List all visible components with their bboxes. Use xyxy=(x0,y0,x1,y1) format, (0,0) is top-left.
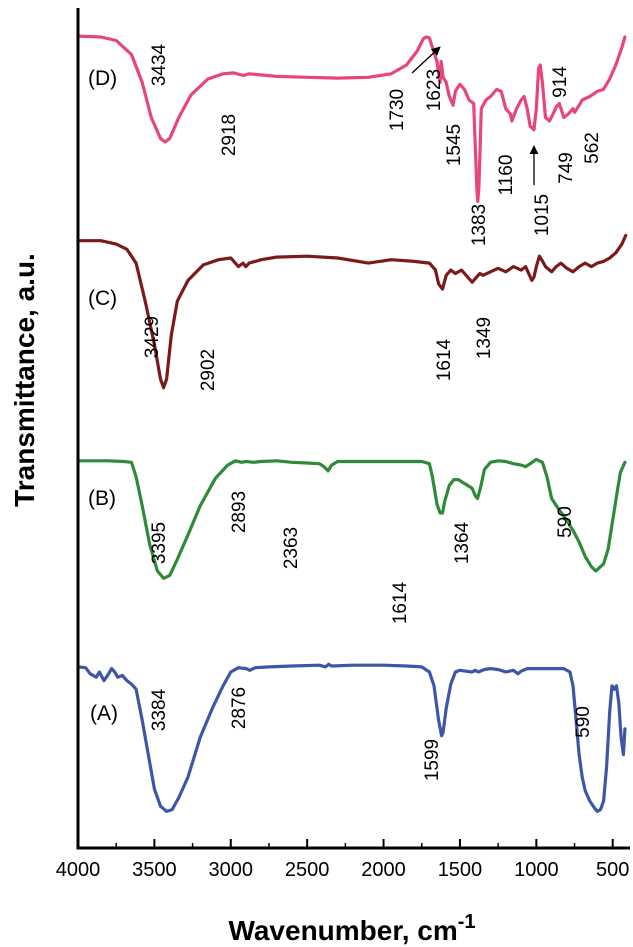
peak-label: 914 xyxy=(550,66,571,98)
peak-label: 3395 xyxy=(149,522,170,564)
x-tick-label: 2500 xyxy=(285,859,330,881)
plot-layer: (D) (C) (B) (A) xyxy=(76,34,628,813)
peak-label: 1614 xyxy=(434,338,455,381)
peak-label: 2902 xyxy=(198,349,219,391)
peak-label: 590 xyxy=(573,706,594,738)
series-label: (D) xyxy=(88,67,117,90)
peak-label: 1160 xyxy=(496,155,517,196)
series-line-2 xyxy=(76,233,628,390)
peak-label: 2918 xyxy=(219,114,240,156)
peak-label: 1383 xyxy=(469,204,490,246)
peak-label: 1614 xyxy=(390,581,411,624)
peak-label: 1623 xyxy=(424,69,445,111)
x-axis-title: Wavenumber, cm-1 xyxy=(228,911,475,946)
series-line-3 xyxy=(76,457,627,580)
series-line-1 xyxy=(76,34,627,204)
series-label: (C) xyxy=(88,287,117,310)
peak-label: 3434 xyxy=(149,43,170,86)
peak-label: 749 xyxy=(556,152,577,184)
peak-label: 3429 xyxy=(142,316,163,358)
series-label: (B) xyxy=(88,487,116,510)
peak-label: 1364 xyxy=(452,521,473,564)
axis-layer: 4000 3500 3000 2500 2000 1500 1000 500 Wavenumbe… xyxy=(9,8,630,946)
peak-label: 1545 xyxy=(444,124,465,166)
peak-label: 2893 xyxy=(229,491,250,533)
y-axis-title: Transmittance, a.u. xyxy=(9,253,40,507)
x-tick-label: 2000 xyxy=(361,859,406,881)
x-tick-label: 3000 xyxy=(209,859,254,881)
x-tick-label: 500 xyxy=(596,859,629,881)
peak-label: 562 xyxy=(582,132,603,164)
arrow-1730 xyxy=(411,46,441,74)
series-label: (A) xyxy=(90,702,118,725)
peak-label: 2876 xyxy=(229,687,250,729)
peak-label: 1599 xyxy=(422,739,443,781)
peak-label: 590 xyxy=(555,506,576,538)
peak-label: 3384 xyxy=(149,688,170,731)
x-tick-label: 1000 xyxy=(514,859,559,881)
annotation-layer: 3434 2918 1730 1623 1545 1383 1160 1015 914 74956… xyxy=(142,43,603,781)
series-line-4 xyxy=(76,662,627,813)
x-tick-label: 3500 xyxy=(132,859,177,881)
peak-label: 2363 xyxy=(281,527,302,569)
x-tick-label: 1500 xyxy=(438,859,483,881)
x-tick-label: 4000 xyxy=(56,859,101,881)
peak-label: 1730 xyxy=(387,89,408,131)
peak-label: 1015 xyxy=(532,194,553,236)
peak-label: 1349 xyxy=(474,317,495,359)
